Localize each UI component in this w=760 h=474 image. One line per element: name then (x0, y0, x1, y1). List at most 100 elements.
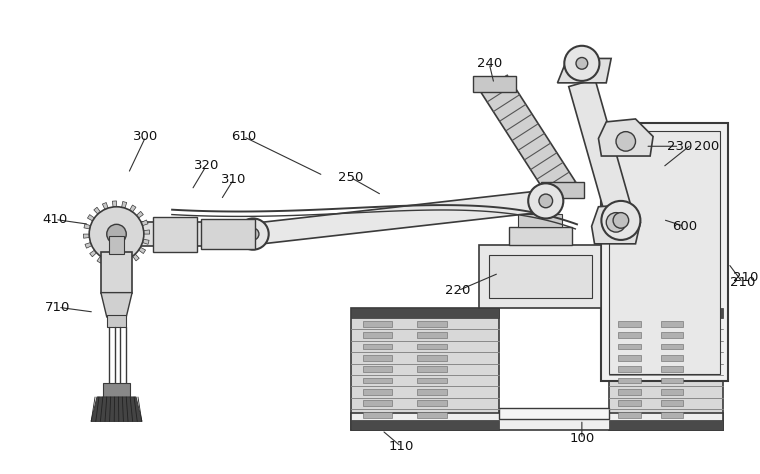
Circle shape (247, 228, 259, 240)
Circle shape (89, 207, 144, 261)
Bar (363, 321, 392, 327)
Bar (660, 332, 683, 338)
Bar (363, 355, 392, 361)
Circle shape (613, 213, 629, 228)
Bar (619, 355, 641, 361)
Bar (417, 389, 447, 395)
Polygon shape (144, 230, 150, 234)
Polygon shape (103, 202, 108, 210)
Polygon shape (137, 211, 144, 218)
Text: 250: 250 (338, 171, 363, 184)
Polygon shape (87, 215, 94, 221)
Bar (417, 344, 447, 349)
Circle shape (576, 57, 587, 69)
Bar (109, 236, 125, 254)
Polygon shape (97, 256, 103, 263)
Bar (619, 344, 641, 349)
Polygon shape (591, 205, 641, 244)
Text: 230: 230 (667, 140, 692, 153)
Circle shape (601, 201, 641, 240)
Circle shape (539, 194, 553, 208)
Polygon shape (598, 119, 653, 156)
Bar (660, 321, 683, 327)
Bar (660, 366, 683, 372)
Bar (660, 355, 683, 361)
Bar (363, 366, 392, 372)
Bar (660, 412, 683, 418)
Circle shape (565, 46, 600, 81)
Polygon shape (93, 207, 100, 214)
Bar (601, 123, 728, 382)
Bar (489, 255, 591, 299)
Polygon shape (141, 220, 148, 226)
Polygon shape (558, 58, 611, 83)
Bar (619, 332, 641, 338)
Text: 110: 110 (388, 440, 414, 453)
Polygon shape (252, 190, 547, 245)
Circle shape (616, 132, 635, 151)
Text: 320: 320 (194, 159, 219, 172)
Polygon shape (481, 75, 575, 199)
Bar (660, 389, 683, 395)
Text: 300: 300 (133, 130, 158, 143)
Bar (518, 214, 562, 227)
Bar (499, 408, 610, 419)
Bar (363, 332, 392, 338)
Polygon shape (106, 260, 112, 267)
Bar (153, 217, 197, 252)
Polygon shape (90, 250, 97, 257)
Polygon shape (132, 254, 139, 261)
Bar (101, 252, 132, 292)
Bar (417, 378, 447, 383)
Text: 310: 310 (221, 173, 246, 186)
Circle shape (237, 219, 269, 250)
Bar (619, 401, 641, 406)
Polygon shape (122, 201, 127, 208)
Circle shape (606, 213, 625, 232)
Bar (363, 378, 392, 383)
Bar (417, 412, 447, 418)
Polygon shape (125, 259, 131, 265)
Text: 710: 710 (46, 301, 71, 314)
Bar (417, 401, 447, 406)
Bar (350, 412, 724, 430)
Polygon shape (84, 234, 90, 238)
Bar (619, 412, 641, 418)
Polygon shape (101, 292, 132, 317)
Text: 220: 220 (445, 284, 470, 297)
Bar (417, 366, 447, 372)
Bar (417, 332, 447, 338)
Text: 240: 240 (477, 57, 502, 70)
Polygon shape (116, 261, 121, 267)
Polygon shape (568, 79, 634, 224)
Bar (350, 308, 499, 430)
Text: 600: 600 (672, 220, 697, 233)
Circle shape (106, 224, 126, 244)
Polygon shape (112, 201, 116, 207)
Bar (417, 355, 447, 361)
Text: 200: 200 (694, 140, 719, 153)
Bar (480, 245, 601, 308)
Text: 410: 410 (43, 213, 68, 226)
Bar (610, 308, 724, 318)
Bar (610, 131, 720, 374)
Bar (103, 383, 130, 397)
Polygon shape (85, 243, 92, 248)
Text: 100: 100 (569, 432, 594, 446)
Bar (619, 389, 641, 395)
Bar (350, 420, 499, 430)
Text: 610: 610 (231, 130, 256, 143)
Polygon shape (130, 205, 136, 212)
Bar (106, 315, 126, 327)
Polygon shape (84, 224, 90, 229)
Circle shape (528, 183, 563, 219)
Bar (363, 412, 392, 418)
Bar (350, 308, 499, 318)
Bar (473, 76, 515, 91)
Bar (201, 219, 255, 249)
Bar (610, 420, 724, 430)
Bar (619, 366, 641, 372)
Bar (363, 401, 392, 406)
Text: 210: 210 (733, 272, 758, 284)
Bar (660, 401, 683, 406)
